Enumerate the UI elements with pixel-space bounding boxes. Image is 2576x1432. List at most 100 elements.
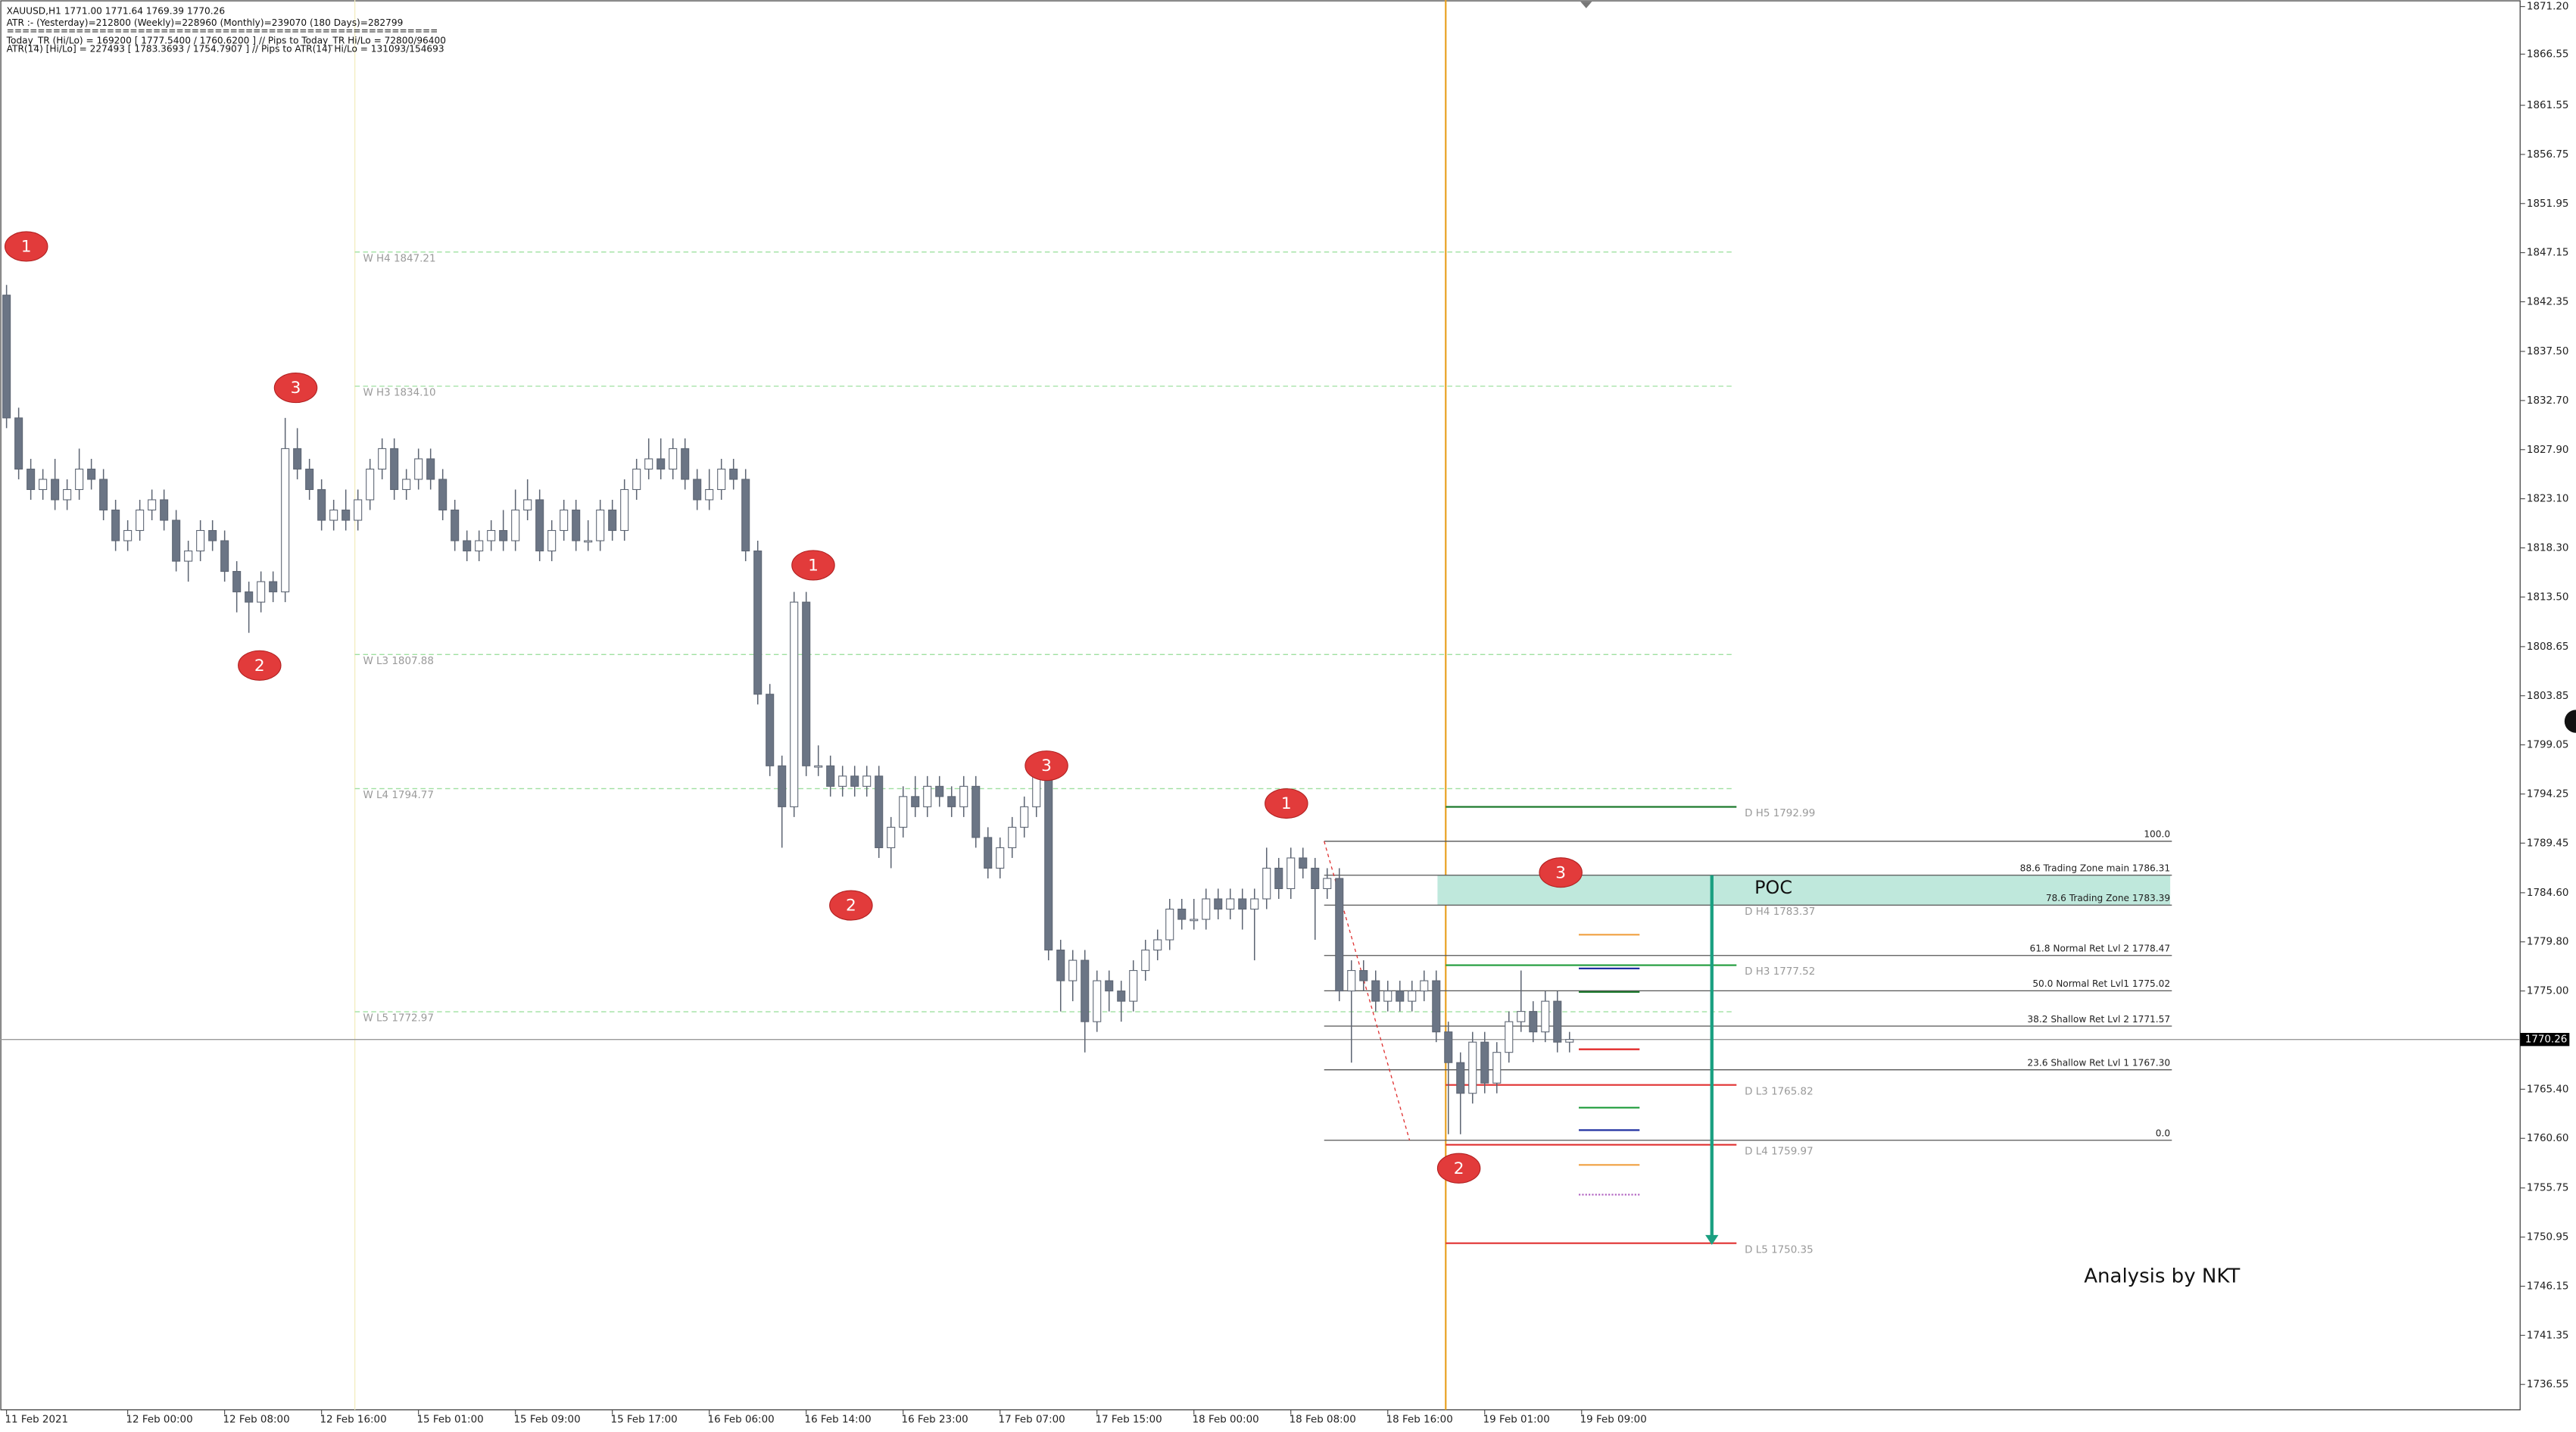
weekly-level-label: W L5 1772.97 [363,1013,433,1025]
x-tick-label: 15 Feb 09:00 [514,1415,581,1426]
y-tick-label: 1746.15 [2527,1281,2569,1292]
candle-body [341,509,351,521]
wave-badge [4,231,48,262]
candle-body [487,529,496,541]
candle-body [1396,991,1405,1002]
x-tick-label: 18 Feb 08:00 [1290,1415,1356,1426]
candle-body [1250,898,1259,910]
shift-marker [1580,2,1592,8]
y-tick-label: 1856.75 [2527,149,2569,161]
candle-body [1359,970,1368,981]
x-tick-label: 18 Feb 16:00 [1386,1415,1453,1426]
symbol-line: XAUUSD,H1 1771.00 1771.64 1769.39 1770.2… [7,6,225,17]
candle-body [184,551,193,562]
y-tick-label: 1847.15 [2527,248,2569,259]
candle-body [1093,980,1102,1022]
fib-level-label: 100.0 [2144,829,2170,840]
candle-body [1202,898,1211,920]
candle-body [148,499,157,511]
candle-body [1177,908,1187,920]
x-tick-label: 19 Feb 09:00 [1580,1415,1647,1426]
candle-body [87,468,96,480]
candle-body [1299,857,1308,869]
axis-handle [2564,710,2576,733]
candle-body [172,519,181,562]
candle-body [887,826,896,848]
candle-body [547,529,557,552]
fib-level-label: 50.0 Normal Ret Lvl1 1775.02 [2032,978,2170,989]
y-tick-label: 1842.35 [2527,297,2569,308]
candle-body [281,448,290,593]
weekly-level-label: W L4 1794.77 [363,790,433,801]
wave-label: 2 [254,657,265,675]
candle-body [1020,806,1029,828]
candle-body [463,540,472,552]
plot-frame [0,0,2521,1411]
y-tick-label: 1808.65 [2527,641,2569,653]
candle-body [208,529,217,541]
candle-body [1117,991,1126,1002]
wave-label: 1 [21,238,32,257]
candle-body [1541,1000,1550,1033]
y-tick-label: 1861.55 [2527,100,2569,111]
candle-body [257,581,266,603]
candle-body [1432,980,1441,1033]
candle-body [1505,1021,1514,1053]
candle-body [305,468,314,491]
candle-body [1056,950,1065,981]
candle-body [1517,1011,1526,1022]
candle-body [996,847,1005,869]
candle-body [1492,1052,1502,1084]
candle-body [971,785,981,838]
candle-body [644,458,653,470]
candle-body [790,601,799,807]
candle-body [123,529,133,541]
y-tick-label: 1837.50 [2527,346,2569,357]
y-tick-label: 1750.95 [2527,1232,2569,1243]
candle-body [862,775,872,787]
candle-body [596,509,605,541]
y-tick-label: 1823.10 [2527,494,2569,505]
candle-body [402,479,411,491]
candle-body [778,765,787,807]
candle-body [1335,878,1344,992]
candle-body [741,479,750,552]
info-line: ATR(14) [Hi/Lo] = 227493 [ 1783.3693 / 1… [7,44,444,55]
candle-body [838,775,847,787]
candle-body [14,417,23,470]
wave-badge [273,373,318,404]
candle-body [959,785,968,807]
candle-body [1105,980,1114,992]
candle-body [717,468,726,491]
candle-body [1068,959,1077,981]
y-tick-label: 1789.45 [2527,838,2569,849]
y-tick-label: 1813.50 [2527,591,2569,603]
candle-body [875,775,884,848]
weekly-level-label: W H4 1847.21 [363,254,435,265]
candle-body [766,694,775,766]
candle-body [1129,970,1138,1002]
info-line: ========================================… [7,26,438,36]
x-tick-label: 17 Feb 15:00 [1096,1415,1162,1426]
target-arrow-head [1705,1234,1719,1245]
candle-body [669,448,678,470]
poc-label: POC [1754,877,1792,898]
candle-body [293,448,302,470]
y-tick-label: 1736.55 [2527,1379,2569,1390]
daily-level-label: D L5 1750.35 [1745,1244,1813,1256]
candle-body [1044,765,1053,951]
candle-body [1565,1039,1574,1043]
candle-body [947,796,956,807]
candle-body [1553,1000,1562,1043]
fib-level-label: 38.2 Shallow Ret Lvl 2 1771.57 [2027,1014,2170,1025]
wave-badge [829,890,873,921]
candle-body [39,479,48,491]
candle-body [1214,898,1223,910]
wave-label: 3 [291,379,301,398]
daily-level-label: D H5 1792.99 [1745,808,1815,819]
wave-label: 2 [1454,1159,1464,1178]
y-tick-label: 1784.60 [2527,888,2569,899]
wave-label: 3 [1555,863,1566,882]
x-tick-label: 16 Feb 14:00 [805,1415,872,1426]
candle-body [1141,950,1150,972]
